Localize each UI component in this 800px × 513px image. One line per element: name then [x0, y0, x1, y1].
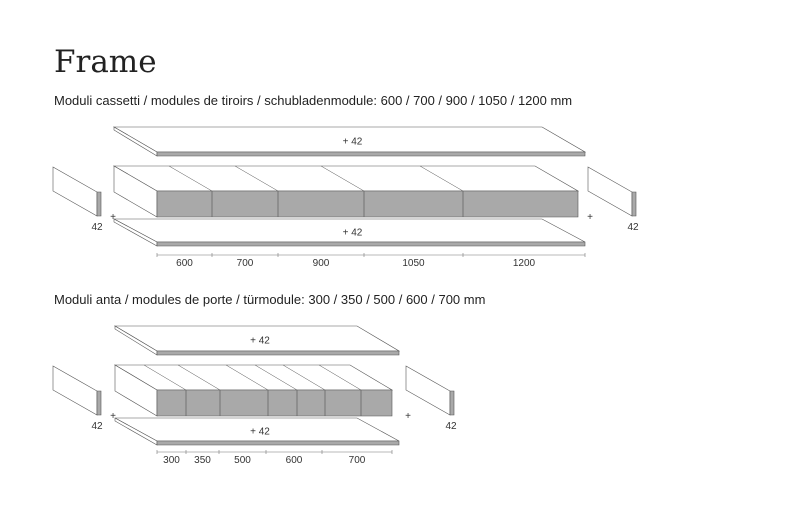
module-top-line: [282, 364, 326, 391]
top-shelf-1-label: + 42: [250, 336, 270, 347]
module-width-label: 600: [176, 258, 193, 269]
plus-sign-left: +: [110, 411, 116, 422]
top-shelf-0-label: + 42: [343, 137, 363, 148]
left-side-panel-0-edge: [96, 191, 102, 217]
bottom-shelf-1-label: + 42: [250, 427, 270, 438]
left-side-panel-1-edge: [96, 390, 102, 416]
page-title: Frame: [54, 44, 157, 80]
top-shelf-1-front: [156, 350, 400, 356]
module-width-label: 300: [163, 455, 180, 466]
module-width-label: 600: [286, 455, 303, 466]
bottom-shelf-1-front: [156, 440, 400, 446]
side-thickness-left: 42: [91, 222, 103, 233]
side-thickness-left: 42: [91, 421, 103, 432]
right-side-panel-1-edge: [449, 390, 455, 416]
bottom-shelf-0-label: + 42: [343, 228, 363, 239]
cabinet-top-1: [113, 364, 394, 391]
left-side-panel-1: [52, 365, 98, 416]
bottom-shelf-0-front: [156, 241, 586, 247]
cabinet-front-0: [156, 190, 579, 218]
module-width-label: 500: [234, 455, 251, 466]
module-width-label: 1050: [402, 258, 425, 269]
module-top-line: [225, 364, 269, 391]
module-top-line: [177, 364, 221, 391]
module-width-label: 900: [313, 258, 330, 269]
side-thickness-right: 42: [445, 421, 457, 432]
right-side-panel-1: [405, 365, 451, 416]
cabinet-top-0: [112, 165, 580, 192]
right-side-panel-0: [587, 166, 633, 217]
module-top-line: [320, 165, 365, 192]
plus-sign-right: +: [405, 411, 411, 422]
module-top-line: [254, 364, 298, 391]
top-shelf-0-front: [156, 151, 586, 157]
plus-sign-right: +: [587, 212, 593, 223]
module-top-line: [234, 165, 279, 192]
module-width-label: 1200: [513, 258, 536, 269]
plus-sign-left: +: [110, 212, 116, 223]
module-width-label: 700: [237, 258, 254, 269]
door-modules-caption: Moduli anta / modules de porte / türmodu…: [54, 292, 486, 307]
side-thickness-right: 42: [627, 222, 639, 233]
drawer-modules-caption: Moduli cassetti / modules de tiroirs / s…: [54, 93, 573, 108]
module-width-label: 700: [349, 455, 366, 466]
left-side-panel-0: [52, 166, 98, 217]
right-side-panel-0-edge: [631, 191, 637, 217]
module-top-line: [143, 364, 187, 391]
module-top-line: [168, 165, 213, 192]
module-top-line: [419, 165, 464, 192]
cabinet-front-1: [156, 389, 393, 417]
module-top-line: [318, 364, 362, 391]
module-width-label: 350: [194, 455, 211, 466]
